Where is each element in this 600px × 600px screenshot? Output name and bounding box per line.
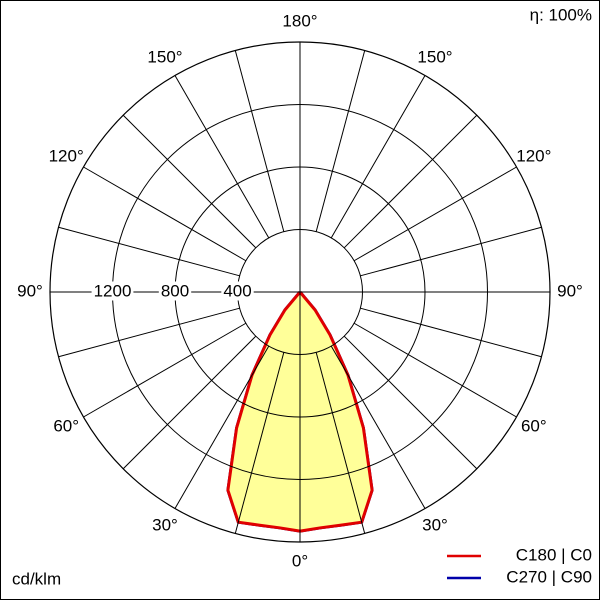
r-tick-label: 1200: [94, 281, 132, 300]
grid-spoke: [122, 335, 257, 470]
grid-spoke: [360, 226, 542, 277]
angle-tick-label: 60°: [521, 416, 547, 435]
grid-spoke: [234, 50, 285, 232]
grid-spoke: [315, 50, 366, 232]
angle-tick-label: 150°: [417, 48, 452, 67]
r-tick-label-bg: [158, 281, 192, 301]
intensity-curve: [226, 291, 302, 533]
legend-label: C270 | C90: [506, 567, 592, 586]
r-tick-label-bg: [91, 281, 134, 301]
efficiency-label: η: 100%: [530, 5, 592, 24]
grid-spoke: [353, 322, 517, 418]
r-tick-label-bg: [221, 281, 254, 301]
grid-spoke: [58, 307, 240, 358]
grid-spoke: [83, 166, 247, 262]
grid-spoke: [353, 166, 517, 262]
angle-tick-label: 60°: [53, 416, 79, 435]
grid-spoke: [330, 75, 426, 239]
r-tick-label: 400: [223, 281, 251, 300]
angle-tick-label: 120°: [516, 146, 551, 165]
grid-spoke: [83, 322, 247, 418]
r-tick-label: 800: [161, 281, 189, 300]
legend-label: C180 | C0: [516, 545, 592, 564]
angle-tick-label: 120°: [49, 146, 84, 165]
labels: 0° 30° 30° 60° 60° 90° 90° 120° 120° 150° 150° 180°…: [17, 11, 583, 570]
grid-spoke: [234, 352, 285, 534]
angle-tick-label: 30°: [152, 515, 178, 534]
angle-tick-label: 30°: [422, 515, 448, 534]
angle-tick-label: 90°: [557, 281, 583, 300]
legend: C180 | C0 C270 | C90: [447, 545, 592, 586]
angle-tick-label: 150°: [147, 48, 182, 67]
angle-tick-label: 180°: [282, 11, 317, 30]
grid-spoke: [343, 114, 478, 249]
grid-spoke: [360, 307, 542, 358]
grid-spoke: [315, 352, 366, 534]
angle-tick-label: 90°: [17, 281, 43, 300]
grid-spoke: [174, 75, 270, 239]
grid-spoke: [58, 226, 240, 277]
grid-spoke: [330, 345, 426, 509]
grid-spoke: [343, 335, 478, 470]
unit-label: cd/klm: [12, 569, 61, 588]
grid-spoke: [174, 345, 270, 509]
intensity-curve: [298, 291, 374, 533]
angle-tick-label: 0°: [292, 551, 308, 570]
grid-spoke: [122, 114, 257, 249]
